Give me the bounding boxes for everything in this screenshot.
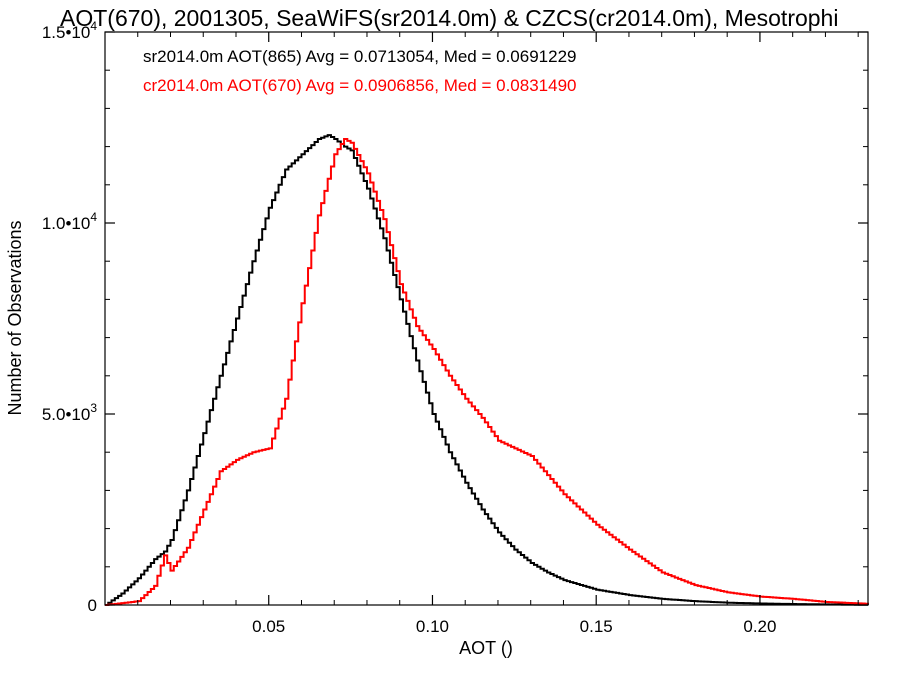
plot-frame bbox=[104, 31, 869, 606]
series-line-2 bbox=[105, 137, 869, 606]
chart-title: AOT(670), 2001305, SeaWiFS(sr2014.0m) & … bbox=[60, 5, 838, 31]
y-axis-label: Number of Observations bbox=[5, 220, 25, 415]
x-tick-label: 0.10 bbox=[416, 617, 449, 636]
series-layer bbox=[105, 134, 869, 606]
annotation-layer: sr2014.0m AOT(865) Avg = 0.0713054, Med … bbox=[143, 47, 577, 95]
tick-layer: 0.05 0.10 0.15 0.20 0 5.0•103 1.0•104 1.5•104 bbox=[42, 19, 868, 636]
x-tick-label: 0.05 bbox=[252, 617, 285, 636]
annotation-1: sr2014.0m AOT(865) Avg = 0.0713054, Med … bbox=[143, 47, 577, 66]
annotation-2: cr2014.0m AOT(670) Avg = 0.0906856, Med … bbox=[143, 76, 577, 95]
x-tick-label: 0.20 bbox=[743, 617, 776, 636]
series-line-1 bbox=[105, 134, 869, 606]
y-tick-label: 5.0•103 bbox=[42, 401, 98, 424]
y-tick-label: 0 bbox=[88, 596, 97, 615]
y-tick-label: 1.5•104 bbox=[42, 19, 98, 42]
x-axis-label: AOT () bbox=[459, 638, 513, 658]
x-tick-label: 0.15 bbox=[580, 617, 613, 636]
y-tick-label: 1.0•104 bbox=[42, 210, 98, 233]
